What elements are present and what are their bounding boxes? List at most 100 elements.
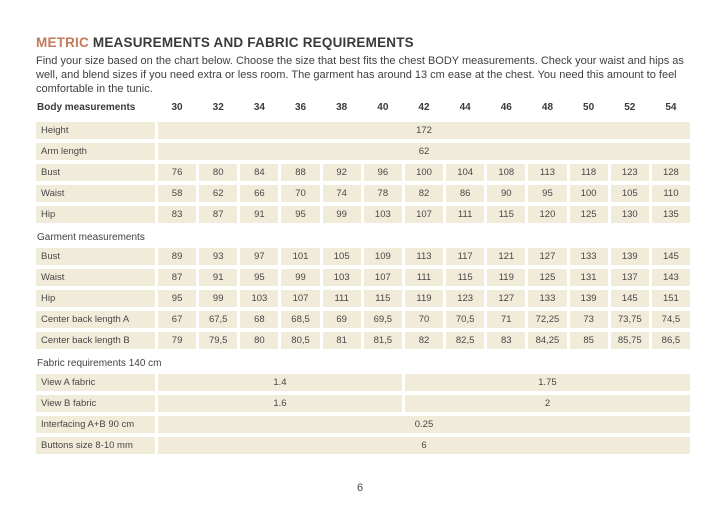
row-label: Hip (36, 290, 155, 307)
value-cell: 73 (569, 311, 608, 328)
table-row: Interfacing A+B 90 cm 0.25 (36, 416, 690, 433)
value-cell: 80 (199, 164, 238, 181)
table-row: Hip 95 99 103 107 111 115 119 123 127 133 139 145 151 (36, 290, 690, 307)
value-cell: 113 (404, 248, 444, 265)
value-cell: 69,5 (363, 311, 402, 328)
row-label: Waist (36, 185, 155, 202)
value-cell-span-all: 0.25 (158, 416, 690, 433)
value-cell: 86,5 (651, 332, 690, 349)
value-cell: 82 (404, 332, 444, 349)
value-cell: 62 (199, 185, 238, 202)
value-cell: 115 (487, 206, 526, 223)
value-cell: 85,75 (610, 332, 649, 349)
value-cell: 107 (281, 290, 320, 307)
value-cell: 79 (158, 332, 197, 349)
value-cell: 131 (569, 269, 608, 286)
value-cell: 101 (281, 248, 320, 265)
value-cell: 70,5 (446, 311, 485, 328)
value-cell: 76 (158, 164, 197, 181)
row-label: Bust (36, 248, 155, 265)
value-cell: 145 (610, 290, 649, 307)
value-cell: 103 (240, 290, 279, 307)
row-label: Waist (36, 269, 155, 286)
value-cell: 67 (158, 311, 197, 328)
value-cell: 117 (446, 248, 485, 265)
value-cell-span-right: 2 (404, 395, 690, 412)
value-cell: 91 (240, 206, 279, 223)
size-column-header: 30 (171, 102, 183, 113)
value-cell: 95 (281, 206, 320, 223)
table-row: Bust 76 80 84 88 92 96 100 104 108 113 118 123 128 (36, 164, 690, 181)
row-label: Bust (36, 164, 155, 181)
value-cell: 108 (487, 164, 526, 181)
value-cell: 105 (610, 185, 649, 202)
page-title: METRIC MEASUREMENTS AND FABRIC REQUIREME… (36, 36, 690, 50)
row-label: Interfacing A+B 90 cm (36, 416, 155, 433)
value-cell: 133 (528, 290, 567, 307)
value-cell: 103 (363, 206, 402, 223)
value-cell: 95 (158, 290, 197, 307)
row-label: Hip (36, 206, 155, 223)
value-cell: 111 (322, 290, 361, 307)
value-cell-span-all: 172 (158, 122, 690, 139)
row-label: Center back length A (36, 311, 155, 328)
value-cell: 125 (569, 206, 608, 223)
table-row: Waist 58 62 66 70 74 78 82 86 90 95 100 105 110 (36, 185, 690, 202)
value-cell: 109 (363, 248, 402, 265)
document-page: METRIC MEASUREMENTS AND FABRIC REQUIREME… (36, 36, 690, 454)
value-cell: 128 (651, 164, 690, 181)
size-column-header: 38 (336, 102, 348, 113)
table-row: Hip 83 87 91 95 99 103 107 111 115 120 125 130 135 (36, 206, 690, 223)
value-cell: 123 (610, 164, 649, 181)
size-column-header: 46 (500, 102, 512, 113)
page-number: 6 (356, 482, 364, 494)
value-cell: 74,5 (651, 311, 690, 328)
value-cell: 85 (569, 332, 608, 349)
table-row: View A fabric 1.4 1.75 (36, 374, 690, 391)
value-cell: 72,25 (528, 311, 567, 328)
value-cell: 70 (281, 185, 320, 202)
table-row: Center back length A 67 67,5 68 68,5 69 69,5 70… (36, 311, 690, 328)
value-cell: 137 (610, 269, 649, 286)
section-header: Garment measurements (37, 232, 145, 243)
size-column-header: 48 (541, 102, 554, 113)
size-column-header: 40 (377, 102, 389, 113)
row-label: View A fabric (36, 374, 155, 391)
value-cell-span-right: 1.75 (404, 374, 690, 391)
value-cell: 84,25 (528, 332, 567, 349)
value-cell: 95 (240, 269, 279, 286)
value-cell: 100 (404, 164, 444, 181)
size-column-header: 54 (665, 102, 677, 113)
value-cell: 115 (446, 269, 485, 286)
size-column-header: 42 (418, 102, 430, 113)
value-cell: 104 (446, 164, 485, 181)
value-cell: 133 (569, 248, 608, 265)
value-cell: 74 (322, 185, 361, 202)
intro-text: Find your size based on the chart below.… (36, 55, 684, 95)
value-cell: 71 (487, 311, 526, 328)
row-label: View B fabric (36, 395, 155, 412)
value-cell: 113 (528, 164, 567, 181)
value-cell: 118 (569, 164, 608, 181)
value-cell: 145 (651, 248, 690, 265)
value-cell: 84 (240, 164, 279, 181)
value-cell: 151 (651, 290, 690, 307)
table-row: Arm length 62 (36, 143, 690, 160)
value-cell-span-all: 62 (158, 143, 690, 160)
value-cell: 107 (363, 269, 402, 286)
table-row: Bust 89 93 97 101 105 109 113 117 121 127 133 139 145 (36, 248, 690, 265)
size-column-header: 52 (624, 102, 636, 113)
value-cell: 121 (487, 248, 526, 265)
value-cell: 100 (569, 185, 608, 202)
value-cell-span-left: 1.4 (158, 374, 402, 391)
value-cell: 90 (487, 185, 526, 202)
value-cell: 115 (363, 290, 402, 307)
value-cell: 107 (404, 206, 444, 223)
value-cell: 91 (199, 269, 238, 286)
value-cell: 86 (446, 185, 485, 202)
value-cell: 97 (240, 248, 279, 265)
value-cell: 120 (528, 206, 567, 223)
row-label: Center back length B (36, 332, 155, 349)
value-cell: 96 (363, 164, 402, 181)
table-row: Waist 87 91 95 99 103 107 111 115 119 125 131 137 143 (36, 269, 690, 286)
